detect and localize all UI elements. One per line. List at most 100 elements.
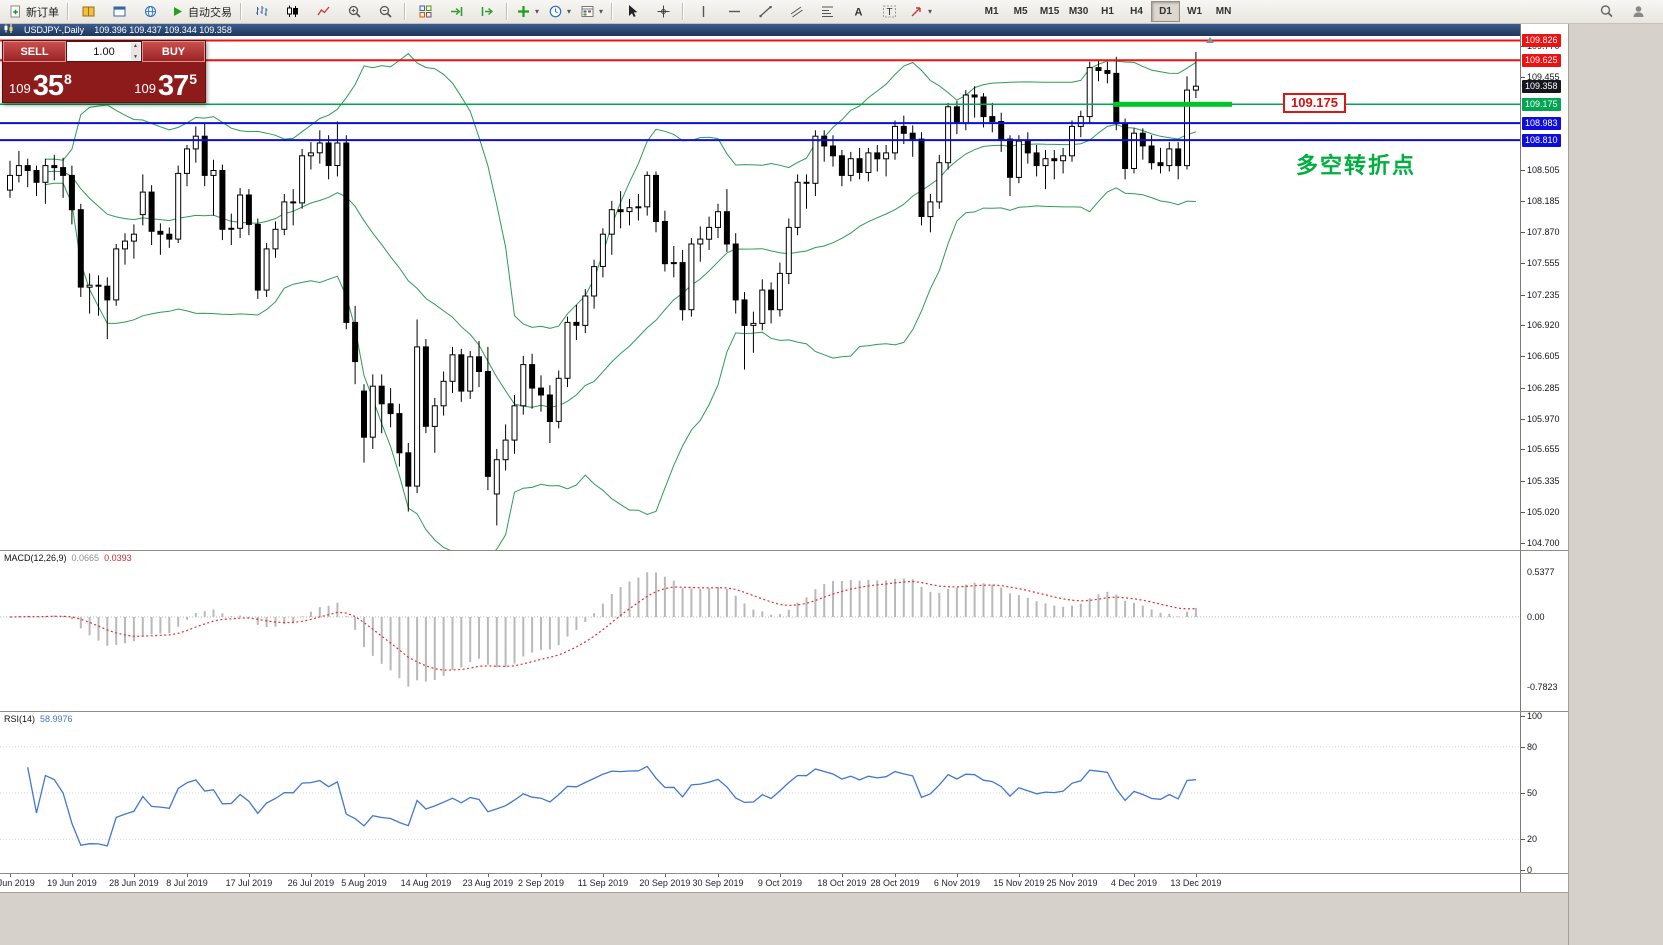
trendline-button[interactable] (750, 1, 780, 23)
price-axis[interactable]: 109.770109.455108.505108.185107.870107.5… (1520, 24, 1568, 892)
clock-icon (548, 4, 563, 19)
timeframe-w1[interactable]: W1 (1187, 6, 1203, 17)
navigator-button[interactable] (135, 1, 165, 23)
book-icon (81, 4, 96, 19)
axis-tick (1521, 839, 1525, 841)
chart-shift-button[interactable] (472, 1, 502, 23)
price-tick-label: 107.235 (1527, 289, 1560, 300)
timeframe-m15[interactable]: M15 (1039, 6, 1060, 17)
globe-icon (143, 4, 158, 19)
candlestick-plot (0, 36, 1520, 550)
horizontal-line-button[interactable] (719, 1, 749, 23)
chart-shift-marker[interactable] (1206, 37, 1214, 43)
axis-tick (1521, 263, 1525, 265)
spinner-down-icon[interactable]: ▼ (133, 54, 138, 60)
rsi-value: 58.9976 (40, 714, 73, 724)
time-axis-border (0, 873, 1568, 874)
timeframe-m1[interactable]: M1 (984, 6, 999, 17)
price-chart[interactable]: SELL 1.00 ▲ ▼ BUY 109 35 8 109 37 5 (0, 36, 1520, 550)
periods-button[interactable]: ▾ (544, 1, 575, 23)
price-tick-label: 105.335 (1527, 475, 1560, 486)
spinner-up-icon[interactable]: ▲ (133, 43, 138, 49)
panel-splitter-rsi[interactable] (0, 711, 1568, 712)
time-tick-label: 11 Sep 2019 (577, 878, 629, 888)
volume-spinner[interactable]: ▲ ▼ (131, 43, 140, 60)
axis-tick (1521, 387, 1525, 389)
auto-trading-button[interactable]: 自动交易 (166, 1, 236, 23)
equidistant-channel-button[interactable] (781, 1, 811, 23)
bollinger-bands (45, 52, 1197, 550)
bid-price-button[interactable]: 109 35 8 (3, 62, 102, 102)
time-tick-label: 26 Jul 2019 (287, 878, 335, 888)
line-chart-button[interactable] (308, 1, 338, 23)
crosshair-button[interactable] (648, 1, 678, 23)
chart-window-icon (4, 24, 14, 36)
timeframe-m5[interactable]: M5 (1013, 6, 1028, 17)
timeframe-h1[interactable]: H1 (1101, 6, 1114, 17)
timeframe-mn[interactable]: MN (1215, 6, 1232, 17)
rsi-axis-label: 100 (1527, 711, 1543, 721)
trendline-icon (758, 4, 773, 19)
timeframe-h4[interactable]: H4 (1130, 6, 1143, 17)
price-tick-label: 107.555 (1527, 258, 1560, 269)
time-tick-label: 20 Sep 2019 (639, 878, 691, 888)
zoom-out-icon (378, 4, 393, 19)
panel-splitter-macd[interactable] (0, 550, 1568, 551)
time-axis[interactable]: 10 Jun 2019 19 Jun 2019 28 Jun 2019 8 Jul 2… (0, 874, 1520, 892)
fibonacci-button[interactable] (812, 1, 842, 23)
profile-button[interactable] (1623, 1, 1653, 23)
time-tick-label: 9 Oct 2019 (757, 878, 802, 888)
level-thick-segment[interactable] (1113, 101, 1232, 107)
macd-axis-zero: 0.00 (1527, 612, 1545, 622)
rsi-panel[interactable]: RSI(14) 58.9976 (0, 712, 1520, 873)
market-watch-button[interactable] (73, 1, 103, 23)
time-tick (1133, 874, 1135, 877)
templates-button[interactable]: ▾ (576, 1, 607, 23)
sell-button[interactable]: SELL (3, 41, 66, 62)
axis-tick (1521, 449, 1525, 451)
macd-panel[interactable]: MACD(12,26,9) 0.0665 0.0393 (0, 551, 1520, 711)
bar-chart-button[interactable] (246, 1, 276, 23)
dropdown-caret-icon: ▾ (928, 7, 933, 16)
timeframe-m30[interactable]: M30 (1068, 6, 1089, 17)
zoom-out-button[interactable] (370, 1, 400, 23)
time-tick-label: 14 Aug 2019 (400, 878, 452, 888)
text-label-button[interactable]: T (874, 1, 904, 23)
macd-axis-max: 0.5377 (1527, 567, 1555, 578)
axis-tick (1521, 793, 1525, 794)
search-button[interactable] (1591, 1, 1621, 23)
cursor-button[interactable] (617, 1, 647, 23)
candlestick-chart-button[interactable] (277, 1, 307, 23)
zoom-in-button[interactable] (339, 1, 369, 23)
rsi-axis-label: 50 (1527, 788, 1538, 798)
axis-tick (1521, 201, 1525, 203)
indicators-button[interactable]: ▾ (512, 1, 543, 23)
new-order-button[interactable]: 新订单 (4, 1, 63, 23)
arrows-button[interactable]: ▾ (905, 1, 936, 23)
auto-trading-button-label: 自动交易 (188, 6, 232, 19)
volume-input[interactable]: 1.00 ▲ ▼ (66, 41, 142, 62)
price-level-tag[interactable]: 109.175 (1283, 93, 1346, 113)
dropdown-caret-icon: ▾ (535, 7, 540, 16)
ask-price-button[interactable]: 109 37 5 (102, 62, 205, 102)
bid-point: 8 (63, 71, 72, 87)
buy-button[interactable]: BUY (142, 41, 205, 62)
time-tick (364, 874, 365, 877)
data-window-button[interactable] (104, 1, 134, 23)
vertical-line-button[interactable] (688, 1, 718, 23)
auto-scroll-button[interactable] (441, 1, 471, 23)
dropdown-caret-icon: ▾ (599, 7, 604, 16)
timeframe-d1[interactable]: D1 (1151, 1, 1181, 22)
rsi-line (27, 765, 1196, 847)
cursor-icon (625, 4, 640, 19)
channel-icon (789, 4, 804, 19)
text-button[interactable]: A (843, 1, 873, 23)
rsi-name: RSI(14) (4, 714, 36, 724)
macd-histogram (17, 572, 1197, 687)
time-tick-label: 28 Oct 2019 (870, 878, 920, 888)
svg-text:A: A (854, 7, 862, 19)
macd-label: MACD(12,26,9) 0.0665 0.0393 (4, 553, 137, 563)
tile-windows-button[interactable] (410, 1, 440, 23)
chart-annotation[interactable]: 多空转折点 (1296, 154, 1417, 179)
